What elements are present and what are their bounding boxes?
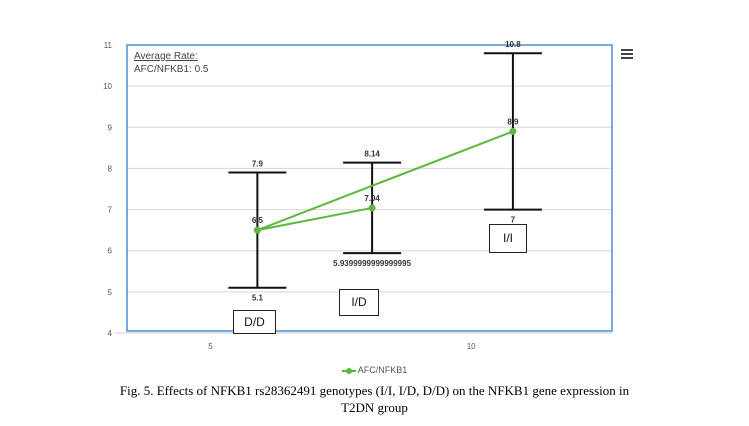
y-tick-label: 11 [104,41,113,50]
x-tick-label: 5 [208,342,213,351]
legend-marker-icon [341,367,356,374]
genotype-box-dd: D/D [233,310,276,334]
figure-caption: Fig. 5. Effects of NFKB1 rs28362491 geno… [0,382,749,416]
y-tick-label: 4 [108,329,113,338]
caption-line-1: Fig. 5. Effects of NFKB1 rs28362491 geno… [119,383,630,398]
plot-border [126,44,613,332]
high-label: 10.8 [505,40,521,49]
legend-label: AFC/NFKB1 [357,365,408,375]
average-rate-value: AFC/NFKB1: 0.5 [134,64,209,75]
y-tick-label: 10 [103,82,112,91]
y-tick-label: 6 [108,247,113,256]
hamburger-menu-icon[interactable] [621,49,633,61]
caption-line-2: T2DN group [341,400,408,415]
high-label: 7.9 [252,160,264,169]
genotype-box-id: I/D [339,289,379,316]
low-label: 7 [511,216,516,225]
low-label: 5.1 [252,294,264,303]
y-tick-label: 7 [108,206,113,215]
series-line [257,130,514,232]
value-label: 6.5 [252,216,264,225]
value-label: 8.9 [507,117,519,126]
average-rate-box: Average Rate: AFC/NFKB1: 0.5 [134,50,208,76]
genotype-box-ii: I/I [489,224,527,253]
data-point [368,204,376,212]
y-tick-label: 5 [108,288,113,297]
value-label: 7.04 [364,194,380,203]
y-tick-label: 9 [108,123,113,132]
data-point [509,127,517,135]
x-tick-label: 10 [467,342,476,351]
legend[interactable]: AFC/NFKB1 [0,365,749,375]
low-label: 5.9399999999999995 [333,259,411,268]
average-rate-title: Average Rate: [134,51,198,62]
data-point [253,226,261,234]
y-tick-label: 8 [108,164,113,173]
high-label: 8.14 [364,150,380,159]
